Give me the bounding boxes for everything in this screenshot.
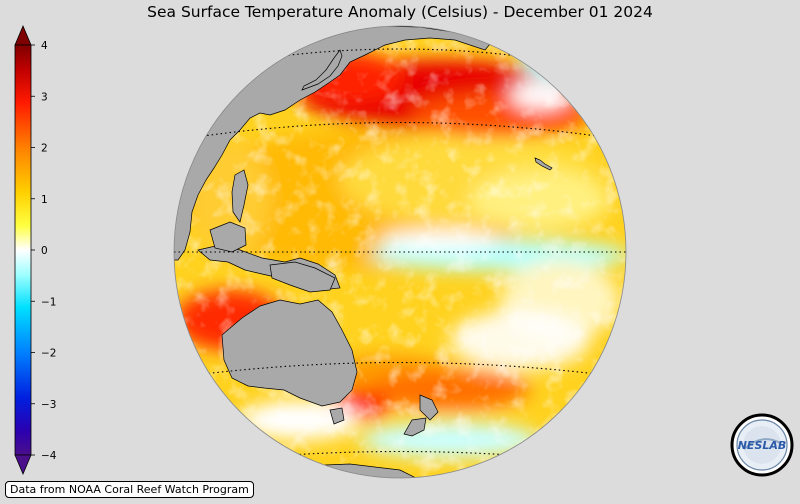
hawaii-islands — [534, 157, 553, 171]
colorbar-tick-label: 2 — [41, 143, 48, 155]
sst-anomaly-field — [174, 26, 626, 478]
new-zealand-landmass — [403, 394, 439, 437]
colorbar-tick-label: −3 — [41, 399, 56, 411]
philippines-landmass — [231, 169, 249, 223]
australia-landmass — [221, 299, 358, 407]
colorbar-tick-label: 0 — [41, 245, 48, 257]
colorbar-tick-label: 3 — [41, 91, 48, 103]
colorbar-tick-label: −4 — [41, 450, 57, 462]
colorbar-tick-label: −1 — [41, 296, 56, 308]
data-credit-label: Data from NOAA Coral Reef Watch Program — [5, 481, 254, 498]
colorbar: 4 3 2 1 0 −1 −2 −3 −4 — [14, 24, 57, 476]
globe-outline — [173, 25, 627, 479]
logo-text: NESLAB — [738, 439, 787, 452]
new-guinea-landmass — [269, 261, 336, 293]
japan-landmass — [301, 49, 343, 91]
colorbar-tick-label: 4 — [41, 40, 48, 52]
tasmania-landmass — [329, 407, 345, 425]
colorbar-bottom-arrow — [14, 454, 32, 476]
colorbar-tick-label: 1 — [41, 194, 48, 206]
neslab-logo-icon: NESLAB — [730, 413, 794, 477]
map-title: Sea Surface Temperature Anomaly (Celsius… — [147, 3, 653, 21]
borneo-landmass — [209, 221, 247, 253]
colorbar-tick-label: −2 — [41, 348, 56, 360]
